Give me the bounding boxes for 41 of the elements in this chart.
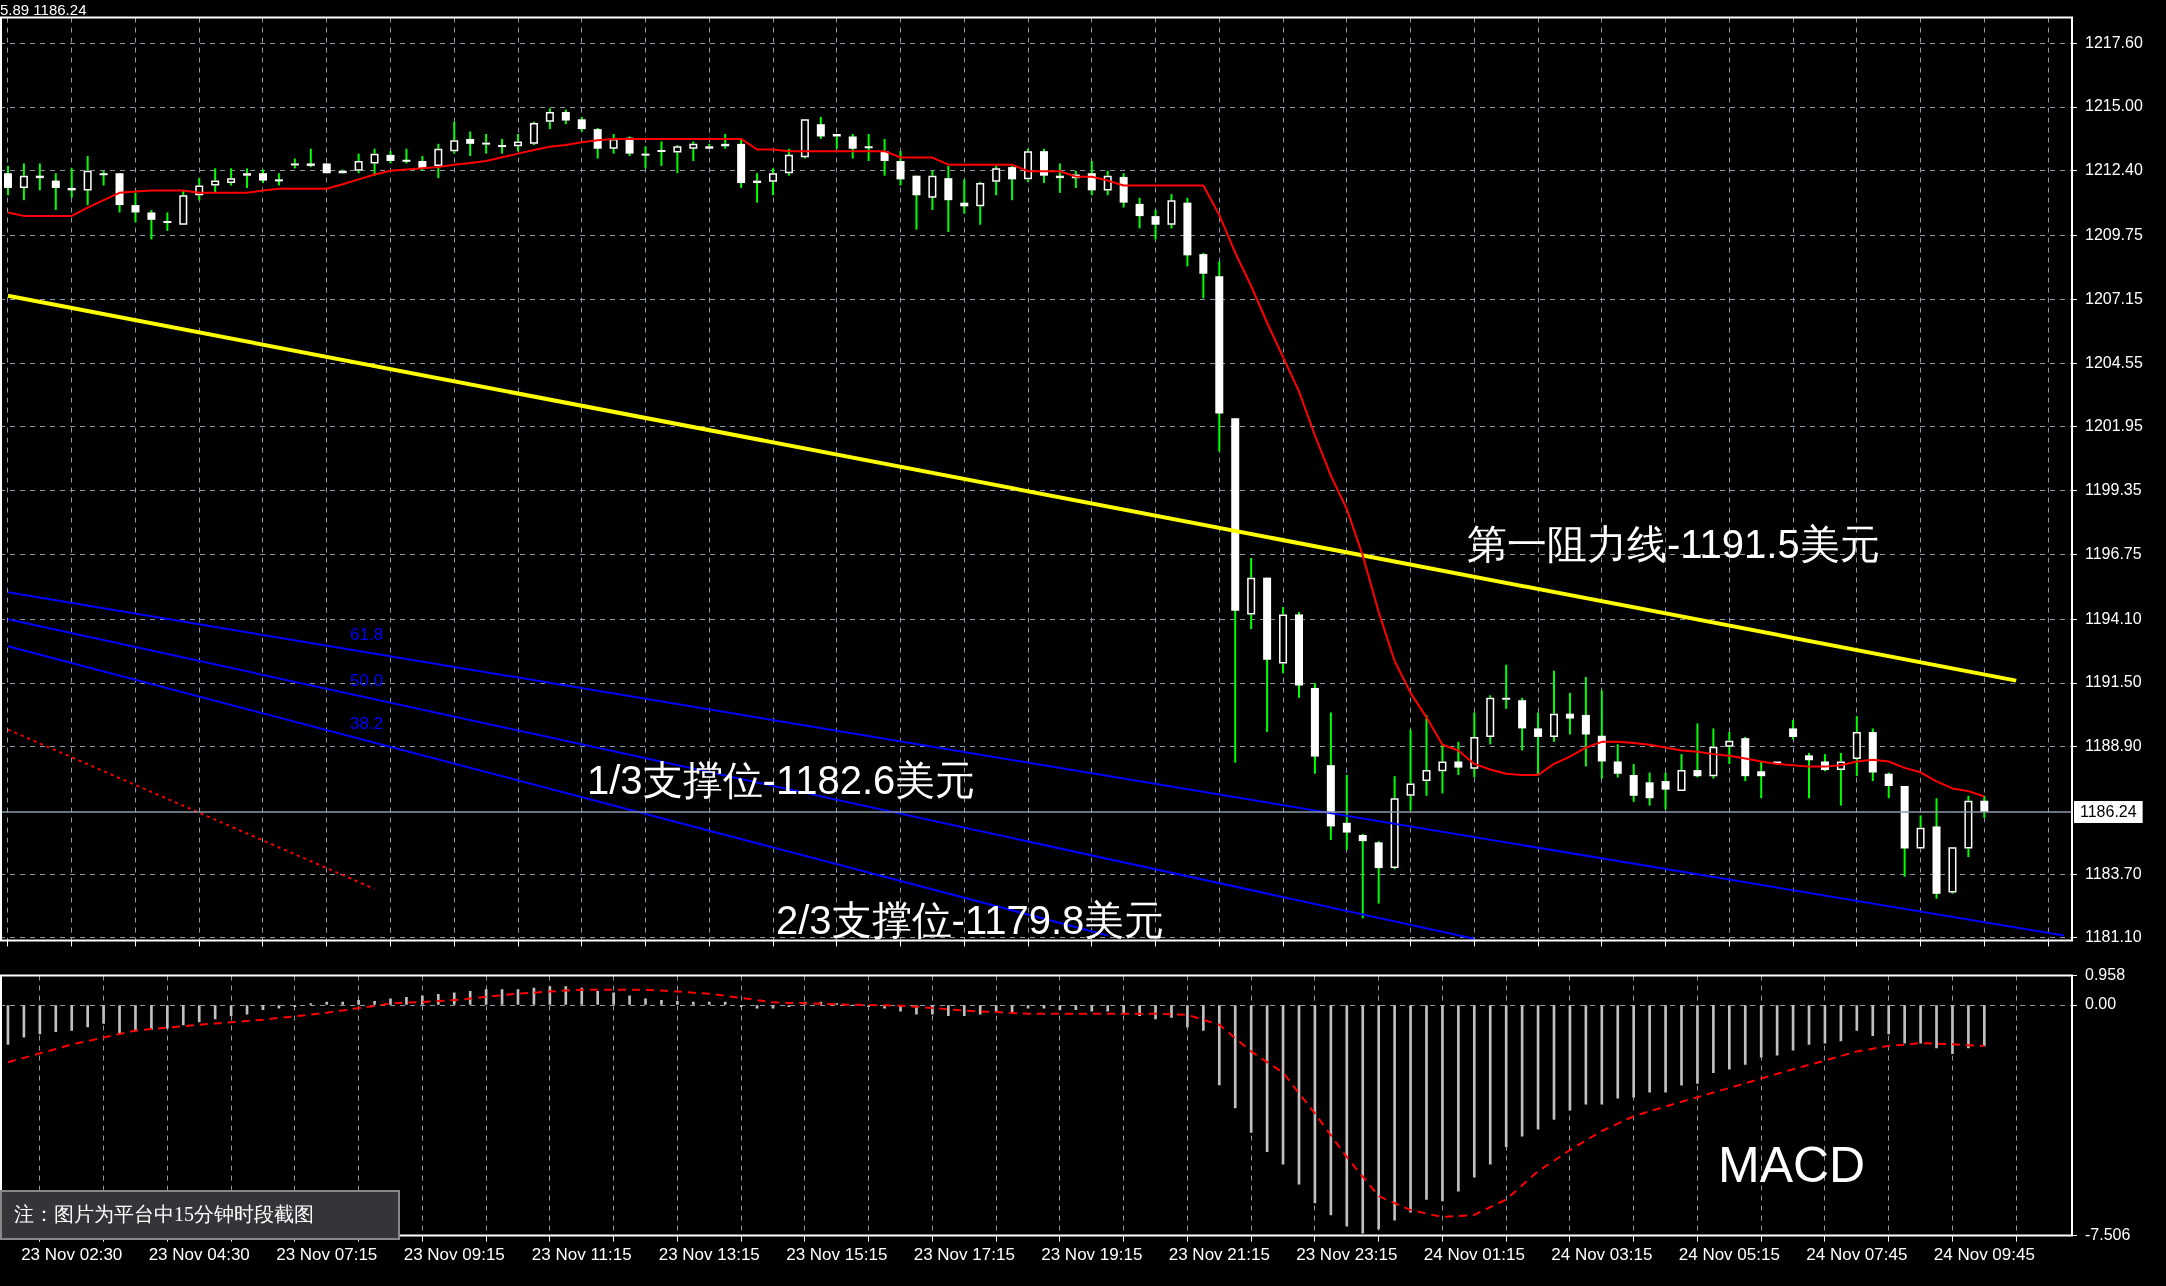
ref-line-label: 1186.24	[2080, 803, 2137, 821]
x-tick-label: 23 Nov 15:15	[786, 1245, 888, 1265]
x-tick-label: 23 Nov 23:15	[1296, 1245, 1398, 1265]
y-tick-label: 1199.35	[2085, 481, 2142, 499]
x-tick-label: 23 Nov 21:15	[1168, 1245, 1270, 1265]
y-tick-label: 1191.50	[2085, 673, 2142, 691]
y-tick-label: 1204.55	[2085, 353, 2143, 371]
x-tick-label: 23 Nov 17:15	[913, 1245, 1015, 1265]
y-tick-label: 1212.40	[2085, 161, 2143, 179]
series-label: 50.0	[350, 670, 384, 690]
x-tick-label: 23 Nov 09:15	[403, 1245, 505, 1265]
y-tick-label: 1194.10	[2085, 609, 2142, 627]
x-tick-label: 23 Nov 13:15	[658, 1245, 760, 1265]
y-tick-label: 1181.10	[2085, 928, 2142, 946]
y-tick-label: 1209.75	[2085, 226, 2143, 244]
note-panel: 注：图片为平台中15分钟时段截图	[0, 1190, 400, 1240]
y-tick-label: 1217.60	[2085, 33, 2143, 51]
x-tick-label: 23 Nov 11:15	[531, 1245, 632, 1265]
x-tick-label: 24 Nov 07:45	[1806, 1245, 1908, 1265]
x-tick-label: 24 Nov 05:15	[1678, 1245, 1780, 1265]
y-tick-label: 1207.15	[2085, 289, 2143, 307]
y-tick-label: 1183.70	[2085, 864, 2142, 882]
annotation: 第一阻力线-1191.5美元	[1467, 522, 1880, 566]
series-label: 38.2	[350, 713, 384, 733]
y-tick-label: 0.00	[2085, 995, 2117, 1013]
annotation: MACD	[1718, 1137, 1866, 1193]
y-tick-label: 0.958	[2085, 966, 2126, 984]
annotation: 5.89 1186.24	[0, 1, 87, 18]
y-tick-label: 1201.95	[2085, 417, 2143, 435]
x-tick-label: 24 Nov 09:45	[1933, 1245, 2035, 1265]
x-tick-label: 23 Nov 02:30	[21, 1245, 123, 1265]
x-tick-label: 23 Nov 04:30	[148, 1245, 250, 1265]
y-tick-label: 1215.00	[2085, 97, 2143, 115]
y-tick-label: 1196.75	[2085, 544, 2142, 562]
x-tick-label: 23 Nov 07:15	[276, 1245, 378, 1265]
series-label: 61.8	[350, 625, 384, 645]
y-tick-label: -7.506	[2085, 1226, 2131, 1244]
x-tick-label: 23 Nov 19:15	[1041, 1245, 1143, 1265]
x-tick-label: 24 Nov 03:15	[1551, 1245, 1653, 1265]
y-tick-label: 1188.90	[2085, 737, 2142, 755]
x-tick-label: 24 Nov 01:15	[1423, 1245, 1525, 1265]
